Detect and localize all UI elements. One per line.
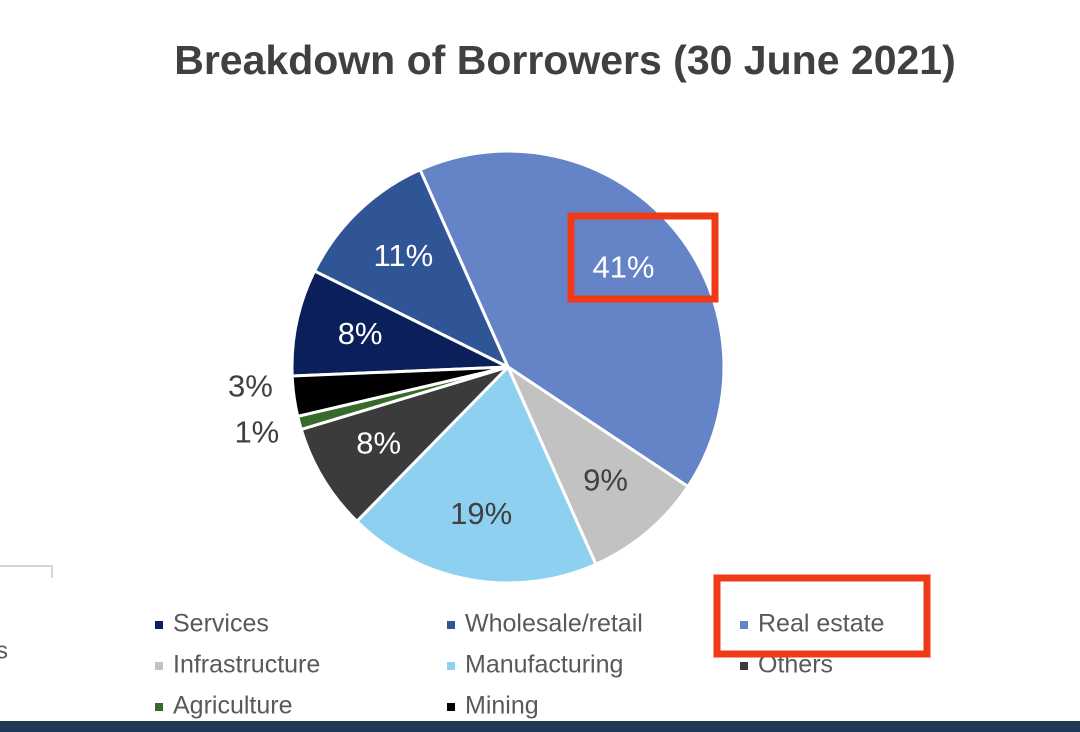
legend-marker <box>447 621 455 629</box>
pie-slice <box>290 365 509 419</box>
legend-label: Manufacturing <box>465 651 623 679</box>
side-text: s <box>0 637 8 664</box>
legend-marker <box>155 621 163 629</box>
legend-marker <box>155 662 163 670</box>
bottom-bar <box>0 721 1080 732</box>
legend-marker <box>740 621 748 629</box>
pie-slice <box>418 149 726 489</box>
data-label: 9% <box>583 463 628 498</box>
data-label: 41% <box>592 250 654 285</box>
data-label: 8% <box>338 316 383 351</box>
pie-slice <box>504 362 690 567</box>
data-label: 11% <box>373 238 433 273</box>
legend-label: Wholesale/retail <box>465 610 643 638</box>
legend: Services Wholesale/retail Real estate Infra… <box>155 610 884 720</box>
pie-slice <box>312 167 512 371</box>
pie: 8% 11% 41% 9% 19% 8% 1% 3% <box>228 149 726 585</box>
legend-marker <box>447 662 455 670</box>
legend-label: Real estate <box>758 610 884 638</box>
data-label: 1% <box>234 414 279 449</box>
legend-marker <box>447 703 455 711</box>
legend-label: Mining <box>465 692 539 720</box>
chart-title: Breakdown of Borrowers (30 June 2021) <box>174 37 956 83</box>
pie-slice <box>290 268 509 378</box>
highlight-box <box>567 212 719 303</box>
legend-label: Agriculture <box>173 692 293 720</box>
legend-marker <box>740 662 748 670</box>
highlight-box <box>713 574 931 658</box>
data-label: 8% <box>356 426 401 461</box>
legend-label: Infrastructure <box>173 651 320 679</box>
legend-marker <box>155 703 163 711</box>
legend-label: Services <box>173 610 269 638</box>
panel-edge <box>0 565 53 578</box>
data-label: 19% <box>450 496 512 531</box>
pie-slice <box>299 365 510 524</box>
pie-slice <box>354 364 598 585</box>
data-label: 3% <box>228 368 273 403</box>
